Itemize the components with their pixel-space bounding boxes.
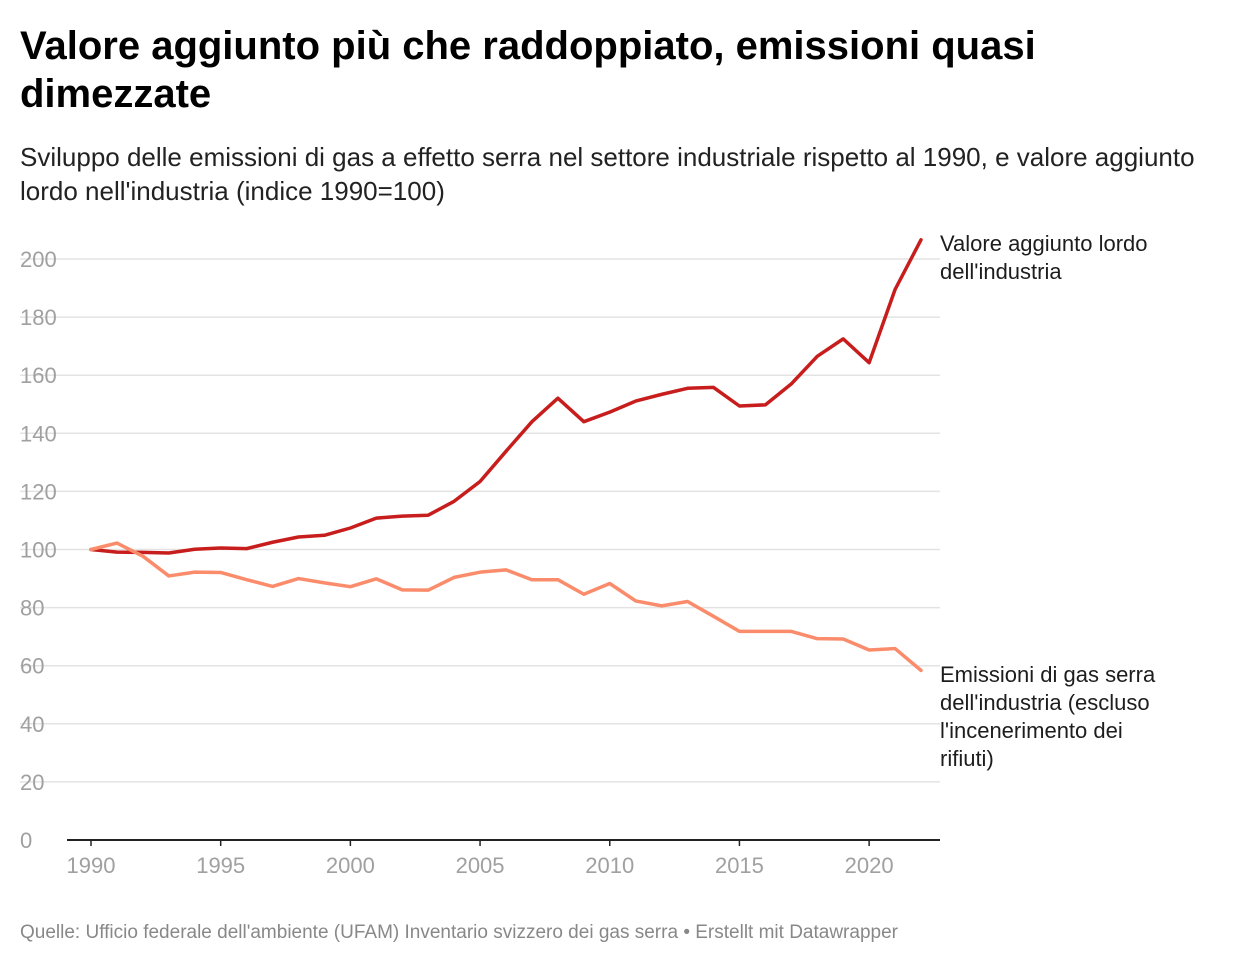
y-tick-label: 120 xyxy=(20,479,57,504)
source-label: Quelle: xyxy=(20,922,81,943)
x-tick-label: 2010 xyxy=(585,853,634,878)
y-tick-label: 180 xyxy=(20,305,57,330)
series-line-1 xyxy=(89,541,923,673)
y-tick-label: 40 xyxy=(20,712,44,737)
series-label-0: Valore aggiunto lordo dell'industria xyxy=(940,231,1148,284)
credit-link[interactable]: Erstellt mit Datawrapper xyxy=(695,922,898,943)
y-tick-label: 0 xyxy=(20,828,32,853)
source-text: Ufficio federale dell'ambiente (UFAM) In… xyxy=(85,922,679,943)
chart-footer: Quelle: Ufficio federale dell'ambiente (… xyxy=(20,920,898,946)
y-tick-label: 60 xyxy=(20,654,44,679)
x-tick-label: 2000 xyxy=(326,853,375,878)
series-line-0 xyxy=(89,238,923,555)
axes: 0 20 40 60 80 100 120 140 160 180 200 1990 1995 2000 2… xyxy=(20,247,940,878)
gridlines xyxy=(20,258,940,783)
y-tick-label: 160 xyxy=(20,363,57,388)
x-tick-label: 2005 xyxy=(456,853,505,878)
y-tick-label: 20 xyxy=(20,770,44,795)
footer-separator: • xyxy=(683,922,690,943)
y-tick-label: 200 xyxy=(20,247,57,272)
x-tick-label: 2015 xyxy=(715,853,764,878)
series-label-1: Emissioni di gas serra dell'industria (es… xyxy=(940,662,1156,771)
x-tick-label: 1995 xyxy=(196,853,245,878)
chart-subtitle: Sviluppo delle emissioni di gas a effett… xyxy=(20,142,1195,206)
series-labels: Valore aggiunto lordo dell'industria Emiss… xyxy=(940,231,1156,771)
y-tick-label: 140 xyxy=(20,421,57,446)
y-tick-label: 80 xyxy=(20,596,44,621)
y-tick-label: 100 xyxy=(20,538,57,563)
chart-title: Valore aggiunto più che raddoppiato, emi… xyxy=(20,24,1036,116)
series-lines xyxy=(89,238,923,673)
x-tick-label: 2020 xyxy=(845,853,894,878)
x-tick-label: 1990 xyxy=(67,853,116,878)
